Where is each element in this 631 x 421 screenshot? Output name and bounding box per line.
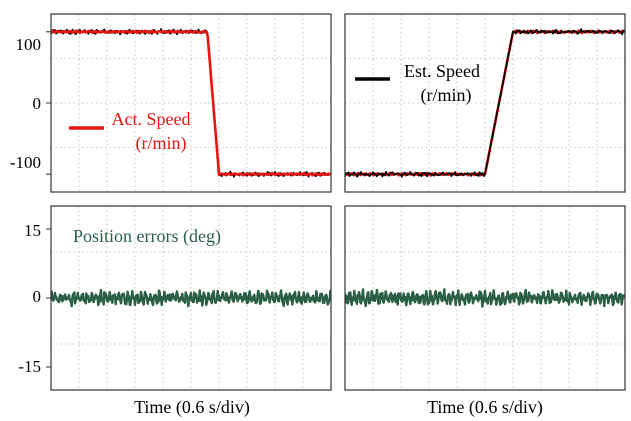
panels: [46, 13, 626, 391]
x-axis-label: Time (0.6 s/div): [427, 397, 543, 418]
panel-top-left: [46, 13, 332, 193]
series-line: [345, 288, 625, 308]
x-axis-label: Time (0.6 s/div): [134, 397, 250, 418]
ytick-label: 15: [24, 221, 41, 240]
panel-bottom-left: [46, 205, 332, 391]
ytick-label: 0: [33, 287, 42, 306]
plot-frame: [344, 205, 626, 391]
series-line-position: [51, 288, 331, 308]
plot-frame: [50, 205, 332, 391]
ytick-label: 0: [33, 94, 42, 113]
panel-top-right: [344, 13, 626, 193]
ytick-label: -15: [18, 357, 41, 376]
ytick-label: 100: [16, 35, 42, 54]
act-speed-legend-unit: (r/min): [136, 133, 187, 154]
est-speed-legend-label: Est. Speed: [404, 61, 480, 81]
series-line-est.: [345, 28, 625, 178]
plot-frame: [50, 13, 332, 193]
act-speed-legend-label: Act. Speed: [112, 109, 191, 129]
series-line-act.: [51, 29, 331, 177]
ytick-label: -100: [10, 153, 41, 172]
panel-bottom-right: [344, 205, 626, 391]
position-errors-legend-label: Position errors (deg): [73, 226, 221, 247]
plot-frame: [344, 13, 626, 193]
est-speed-legend-unit: (r/min): [421, 85, 472, 106]
